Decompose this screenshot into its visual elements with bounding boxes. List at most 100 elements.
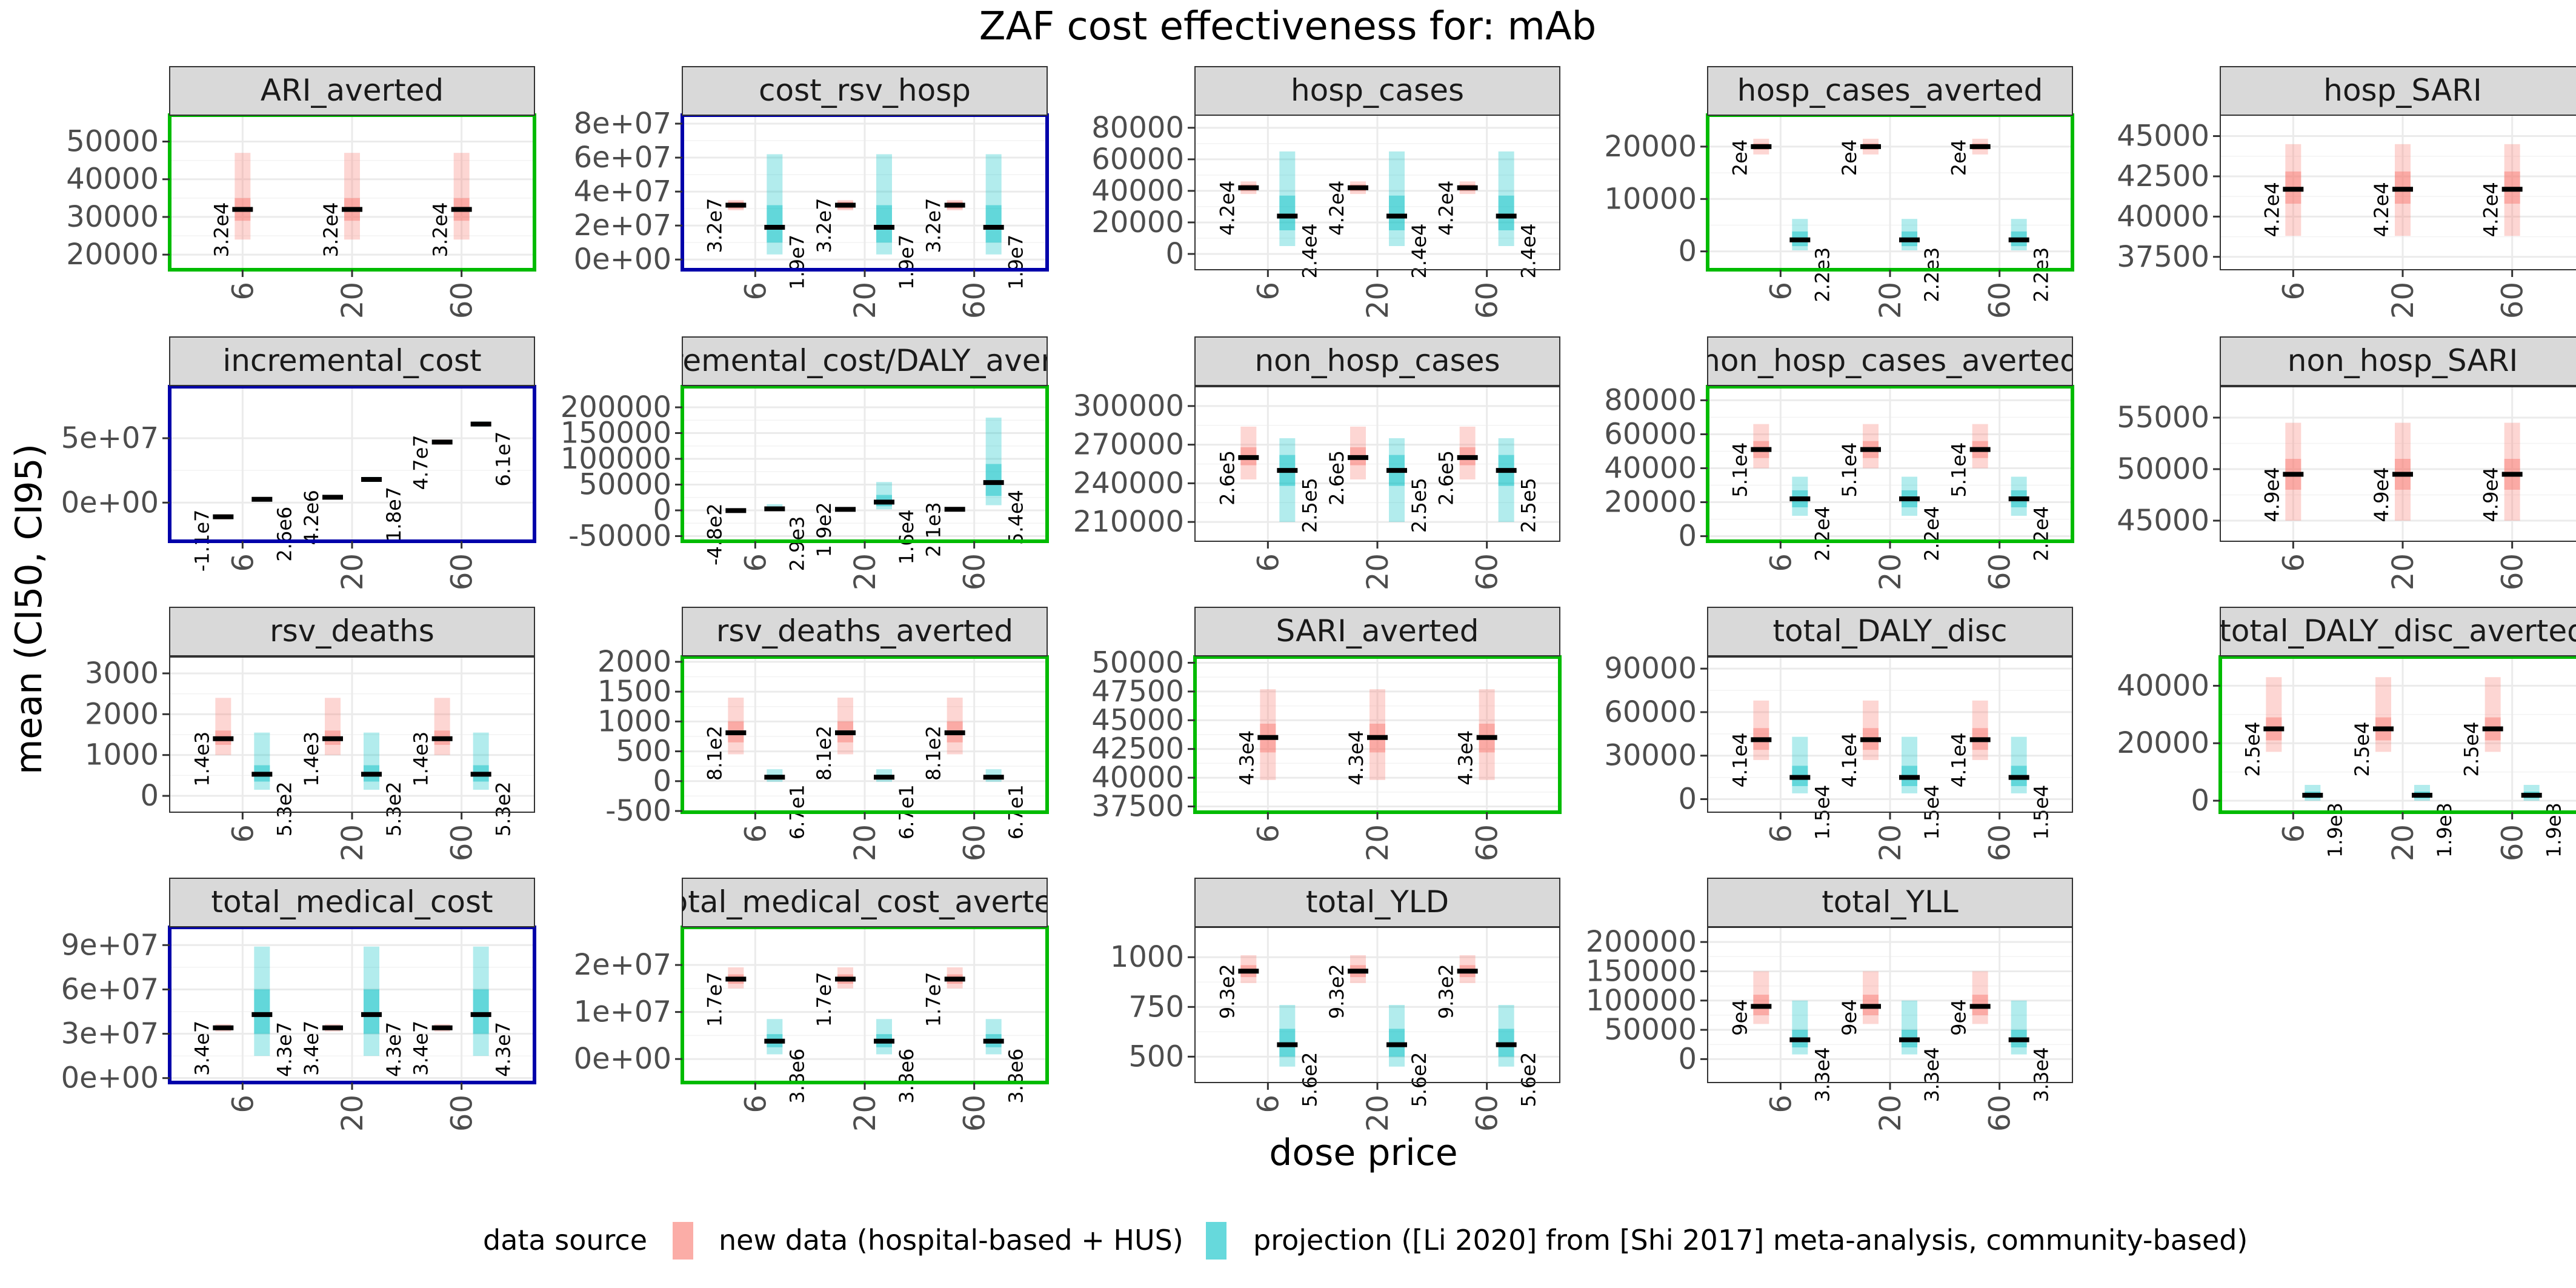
x-tick-label: 60 — [1983, 824, 2017, 861]
facet-grid: 3.2e4 3.2e4 3.2e4ARI_averted20000300004000… — [61, 66, 2576, 1132]
data-label: 5.4e4 — [1005, 490, 1028, 545]
ci95-bar — [344, 153, 360, 240]
facet-label: total_YLD — [1306, 884, 1449, 919]
facet-label: total_medical_cost — [211, 884, 493, 919]
y-tick-label: 90000 — [1604, 652, 1697, 686]
y-tick-label: 6e+07 — [61, 972, 159, 1006]
y-tick-label: 20000 — [1604, 130, 1697, 164]
panel-marks — [213, 698, 491, 790]
data-label: 2e4 — [1728, 139, 1751, 176]
y-tick-label: 37500 — [2117, 240, 2209, 274]
panel-marks — [1751, 700, 2029, 793]
x-tick-label: 60 — [1983, 282, 2017, 319]
ci95-bar — [837, 697, 853, 755]
panel-marks — [1751, 138, 2029, 251]
data-label: 2.5e4 — [2460, 722, 2483, 777]
facet-strip — [2220, 66, 2576, 116]
ci95-bar — [2504, 422, 2520, 521]
facet-label: total_DALY_disc_averted — [2219, 613, 2576, 649]
panel-marks — [1238, 426, 1517, 522]
y-tick-label: 50000 — [579, 468, 671, 502]
ci95-bar — [1240, 426, 1257, 479]
data-label: -4.8e2 — [703, 503, 726, 565]
ci95-bar — [215, 698, 231, 755]
facet-strip — [169, 336, 535, 386]
y-tick-label: 40000 — [66, 162, 159, 196]
y-tick-label: 0e+00 — [574, 1042, 671, 1076]
data-label: 3.2e7 — [703, 198, 726, 253]
ci95-bar — [235, 153, 251, 240]
x-tick-label: 60 — [445, 282, 479, 319]
data-label: 8.1e2 — [703, 726, 726, 781]
data-label: 3.4e7 — [300, 1021, 323, 1076]
panel-grid — [1195, 927, 1560, 1083]
data-label: 4.1e4 — [1728, 732, 1751, 787]
data-label: 4.9e4 — [2370, 467, 2393, 522]
ci95-bar — [2011, 476, 2027, 516]
facet-label: total_medical_cost_averted — [657, 884, 1072, 919]
y-tick-label: 0 — [1678, 782, 1697, 816]
data-label: 4.1e4 — [1948, 732, 1971, 787]
x-tick-label: 6 — [226, 553, 260, 572]
ci95-bar — [1260, 689, 1276, 780]
data-label: 6.1e7 — [492, 432, 515, 487]
y-tick-label: 0e+00 — [61, 486, 159, 519]
ci95-bar — [1389, 1005, 1405, 1067]
x-tick-label: 6 — [1764, 282, 1798, 301]
data-label: 2.5e4 — [2351, 722, 2374, 777]
data-label: 4.3e7 — [382, 1022, 405, 1077]
x-tick-label: 20 — [1361, 553, 1395, 590]
y-tick-label: 150000 — [561, 416, 671, 450]
y-tick-label: 3000 — [85, 656, 159, 690]
x-tick-label: 20 — [848, 1095, 882, 1132]
data-label: 3.3e4 — [2030, 1047, 2053, 1102]
ci95-bar — [364, 946, 379, 1056]
y-tick-label: 20000 — [1091, 205, 1184, 239]
panel-grid — [170, 657, 534, 812]
panel-grid — [2220, 115, 2576, 270]
x-tick-label: 6 — [226, 282, 260, 301]
data-label: 9.3e2 — [1325, 964, 1348, 1019]
ci95-bar — [2266, 677, 2282, 752]
data-label: 5.6e2 — [1408, 1052, 1431, 1107]
y-tick-label: 40000 — [1091, 761, 1184, 795]
ci95-bar — [1279, 151, 1296, 246]
ci95-bar — [2523, 784, 2540, 801]
y-tick-label: 0 — [1165, 237, 1184, 271]
y-tick-label: 1000 — [85, 738, 159, 772]
x-tick-label: 6 — [2277, 824, 2311, 843]
y-tick-label: 47500 — [1091, 675, 1184, 709]
panel-grid — [2220, 387, 2576, 541]
ci95-bar — [1479, 689, 1495, 780]
data-label: 4.2e4 — [2260, 182, 2283, 237]
facet-strip — [2220, 607, 2576, 656]
facet-label: hosp_SARI — [2323, 73, 2481, 108]
y-tick-label: 500 — [616, 735, 671, 769]
ci95-bar — [876, 482, 892, 510]
data-label: 2e4 — [1948, 139, 1971, 176]
ci95-bar — [1972, 424, 1988, 469]
y-tick-label: 0 — [1678, 1042, 1697, 1076]
y-tick-label: -50000 — [568, 519, 671, 553]
y-tick-label: 50000 — [1604, 1013, 1697, 1047]
x-tick-label: 6 — [2277, 553, 2311, 572]
facet-strip — [169, 607, 535, 656]
x-tick-label: 60 — [1983, 1095, 2017, 1132]
panel-grid — [2220, 657, 2576, 812]
x-tick-label: 60 — [1471, 824, 1505, 861]
panel-grid — [1195, 115, 1560, 270]
data-label: 4.2e4 — [2480, 182, 2503, 237]
ci95-bar — [1792, 476, 1808, 516]
y-tick-label: 50000 — [66, 125, 159, 159]
y-tick-label: 750 — [1128, 990, 1184, 1024]
facet-label: rsv_deaths — [270, 613, 434, 649]
y-tick-label: 200000 — [1586, 925, 1697, 959]
ci95-bar — [767, 1019, 783, 1055]
ci95-bar — [1972, 700, 1988, 760]
y-tick-label: 0 — [653, 764, 671, 798]
y-tick-label: 9e+07 — [61, 928, 159, 962]
y-tick-label: 30000 — [1604, 739, 1697, 773]
x-tick-label: 20 — [1361, 824, 1395, 861]
